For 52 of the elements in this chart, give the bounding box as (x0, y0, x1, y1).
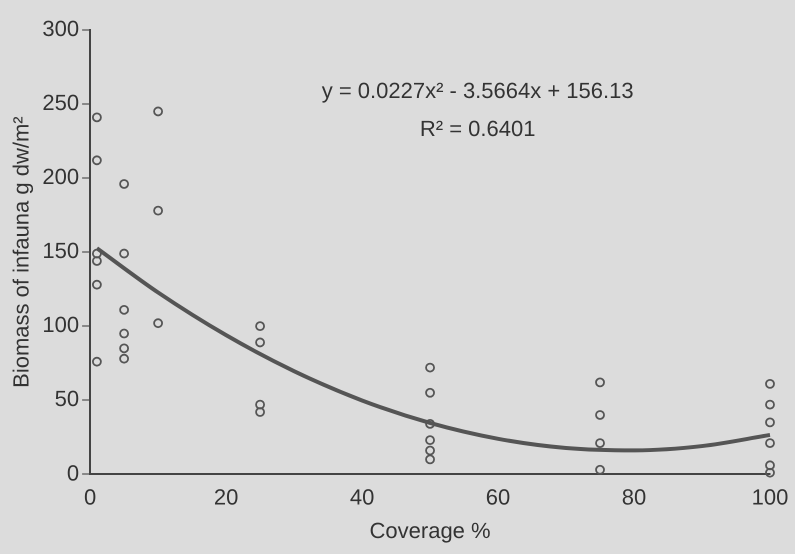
point (595, 438, 605, 448)
point (153, 106, 163, 116)
point (92, 356, 102, 367)
point (92, 155, 102, 166)
point (765, 417, 775, 428)
point (765, 400, 775, 410)
x-tick-label: 40 (350, 484, 374, 510)
point (595, 378, 605, 388)
x-tick-label: 20 (214, 484, 238, 510)
y-tick-label: 200 (42, 164, 80, 190)
point (255, 400, 265, 410)
point (765, 460, 775, 470)
y-tick-label: 100 (42, 312, 80, 338)
point (92, 248, 102, 258)
point (255, 407, 265, 417)
x-axis-title: Coverage % (370, 518, 491, 543)
y-tick-label: 300 (42, 16, 80, 42)
annotation: R² = 0.6401 (420, 116, 536, 142)
point (595, 464, 605, 475)
point (119, 179, 129, 189)
point (765, 438, 775, 448)
point (119, 343, 129, 354)
annotation: y = 0.0227x² - 3.5664x + 156.13 (322, 78, 634, 104)
point (153, 206, 163, 216)
point (425, 418, 435, 429)
point (119, 304, 129, 315)
y-tick-label: 0 (66, 460, 80, 486)
x-tick-label: 0 (84, 484, 96, 510)
point (92, 280, 102, 290)
point (119, 354, 129, 364)
point (92, 256, 102, 266)
point (119, 248, 129, 258)
point (92, 112, 102, 122)
x-tick-label: 80 (622, 484, 646, 510)
y-tick-label: 50 (54, 386, 80, 412)
x-tick-label: 100 (752, 484, 788, 510)
point (595, 410, 605, 420)
x-tick-label: 60 (486, 484, 510, 510)
point (425, 362, 435, 372)
point (765, 378, 775, 389)
point (425, 388, 435, 398)
y-tick-label: 150 (42, 238, 80, 264)
point (765, 468, 775, 478)
point (255, 338, 265, 348)
point (425, 454, 435, 464)
point (255, 321, 265, 332)
point (425, 446, 435, 456)
y-tick-label: 250 (42, 90, 80, 116)
point (153, 318, 163, 328)
point (119, 328, 129, 338)
point (425, 435, 435, 446)
y-axis-title: Biomass of infauna g dw/m² (8, 116, 34, 388)
